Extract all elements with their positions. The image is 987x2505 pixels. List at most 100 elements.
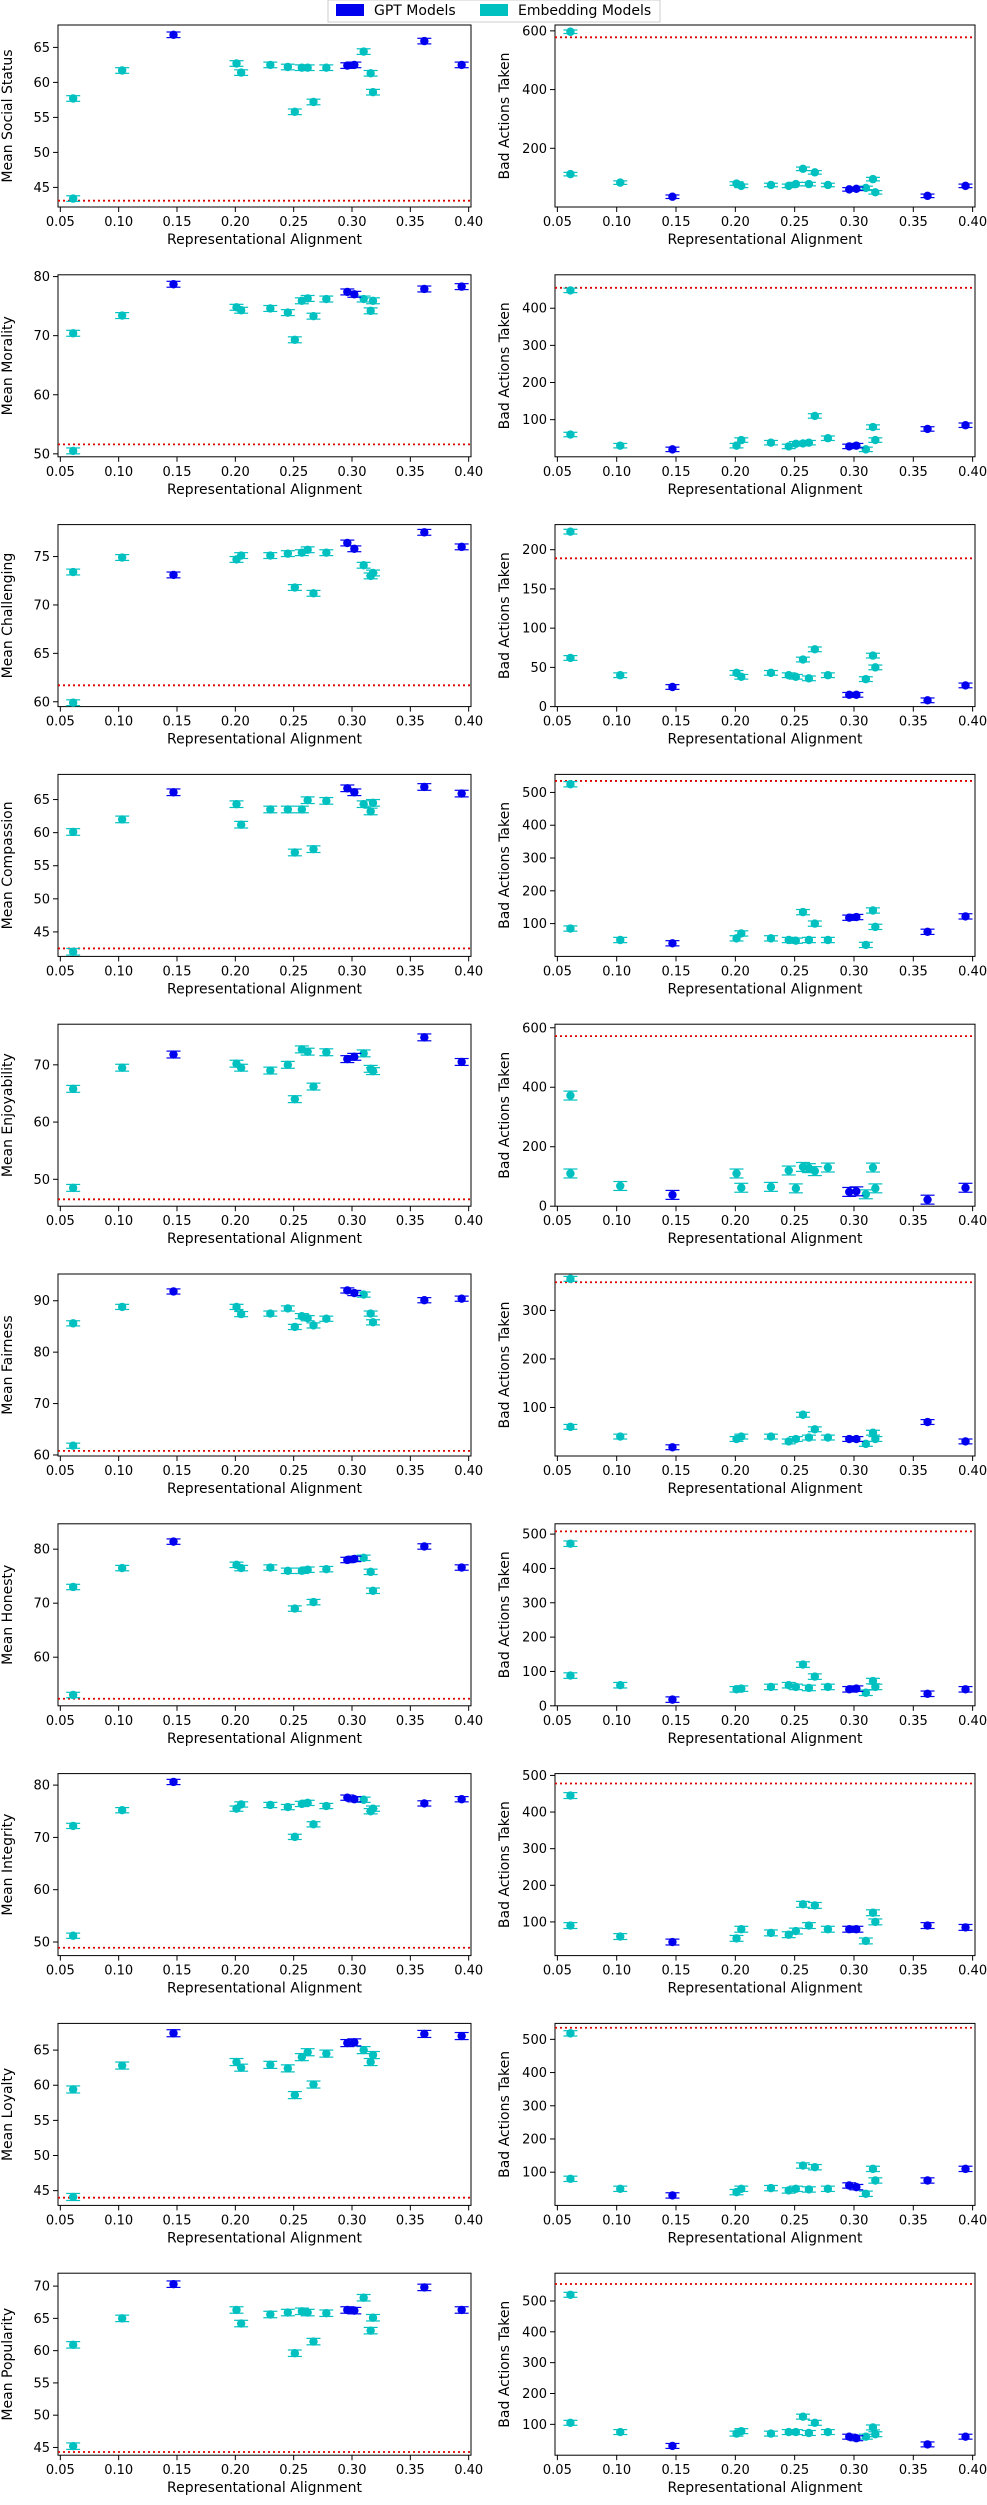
gpt-point (454, 1795, 469, 1804)
x-tick-label: 0.25 (780, 1714, 809, 1729)
point-marker (343, 1054, 352, 1064)
x-tick-label: 0.20 (221, 215, 250, 230)
left-panel-3: 0.05 0.10 0.15 0.20 0.25 0.30 0.35 0.40 Represen… (0, 524, 483, 748)
point-marker (366, 807, 375, 816)
point-marker (350, 2038, 359, 2047)
point-marker (823, 671, 833, 680)
embedding-point (287, 2090, 302, 2100)
embedding-point (820, 935, 835, 945)
point-marker (566, 169, 575, 179)
point-marker (236, 2319, 246, 2328)
point-marker (784, 1166, 793, 1175)
point-marker (804, 2185, 814, 2194)
axes-frame (554, 1523, 976, 1707)
x-tick-label: 0.25 (279, 2463, 308, 2478)
y-axis-label: Bad Actions Taken (497, 1551, 513, 1678)
embedding-point (363, 69, 378, 78)
point-marker (457, 2031, 466, 2041)
embedding-point (306, 1820, 321, 1829)
gpt-point (958, 1685, 973, 1694)
embedding-point (306, 97, 321, 107)
embedding-point (115, 2061, 130, 2070)
embedding-point (319, 294, 334, 304)
embedding-point (66, 1084, 81, 1094)
x-tick-label: 0.40 (958, 215, 987, 230)
point-marker (283, 1060, 293, 1070)
embedding-point (563, 1539, 578, 1548)
gpt-point (920, 1689, 935, 1698)
x-axis-label: Representational Alignment (167, 232, 362, 248)
point-marker (368, 1586, 378, 1595)
point-marker (283, 308, 293, 317)
point-marker (350, 788, 359, 797)
point-marker (266, 805, 275, 814)
point-marker (236, 820, 246, 829)
embedding-point (858, 445, 873, 454)
x-tick-label: 0.10 (104, 465, 133, 480)
x-tick-label: 0.35 (899, 1964, 928, 1979)
point-marker (68, 446, 78, 456)
y-axis-label: Mean Social Status (0, 49, 16, 182)
embedding-point (287, 2349, 302, 2358)
left-panel-2: 0.05 0.10 0.15 0.20 0.25 0.30 0.35 0.40 Represen… (0, 270, 483, 498)
point-marker (737, 181, 746, 191)
gpt-point (166, 2029, 181, 2038)
point-marker (668, 445, 677, 454)
gpt-point (166, 570, 181, 580)
point-marker (350, 2306, 359, 2315)
y-tick-label: 55 (33, 2376, 50, 2391)
embedding-point (115, 553, 130, 562)
x-tick-label: 0.20 (721, 715, 750, 730)
x-tick-label: 0.10 (104, 2463, 133, 2478)
y-tick-label: 70 (33, 1831, 50, 1846)
x-tick-label: 0.35 (899, 964, 928, 979)
embedding-point (613, 1680, 628, 1690)
embedding-point (300, 545, 315, 554)
y-tick-label: 90 (33, 1294, 50, 1309)
point-marker (457, 1795, 466, 1804)
point-marker (236, 1563, 246, 1573)
point-marker (309, 589, 318, 598)
x-tick-label: 0.10 (602, 1714, 631, 1729)
point-marker (861, 183, 871, 193)
y-tick-label: 100 (522, 1915, 547, 1930)
point-marker (566, 1671, 575, 1680)
point-marker (232, 1302, 241, 1312)
point-marker (784, 1680, 793, 1690)
point-marker (169, 2029, 178, 2038)
embedding-point (234, 551, 249, 560)
embedding-point (319, 1314, 334, 1323)
left-panel-10: 0.05 0.10 0.15 0.20 0.25 0.30 0.35 0.40 Represen… (0, 2272, 483, 2496)
point-marker (823, 1433, 833, 1442)
point-marker (798, 2412, 808, 2421)
x-tick-label: 0.05 (543, 1214, 572, 1229)
y-tick-label: 100 (522, 413, 547, 428)
axes-frame (554, 2022, 976, 2206)
gpt-point (920, 1194, 935, 1205)
y-tick-label: 70 (33, 1597, 50, 1612)
point-marker (804, 2428, 814, 2438)
gpt-point (665, 939, 680, 948)
embedding-point (319, 2049, 334, 2058)
gpt-point (417, 284, 432, 294)
point-marker (322, 2309, 331, 2318)
point-marker (68, 1183, 78, 1193)
x-axis-label: Representational Alignment (167, 981, 362, 997)
x-axis-label: Representational Alignment (167, 732, 362, 748)
embedding-point (795, 907, 810, 917)
gpt-point (454, 1057, 469, 1067)
embedding-point (234, 2319, 249, 2328)
point-marker (798, 1660, 808, 1669)
embedding-point (280, 308, 295, 317)
point-marker (283, 549, 293, 558)
y-tick-label: 300 (522, 2356, 547, 2371)
embedding-point (734, 2426, 749, 2436)
point-marker (290, 583, 300, 592)
right-panel-9: 0.05 0.10 0.15 0.20 0.25 0.30 0.35 0.40 Represen… (497, 2022, 987, 2246)
embedding-point (66, 1319, 81, 1328)
point-marker (322, 796, 331, 806)
embedding-point (234, 1063, 249, 1072)
gpt-point (166, 1777, 181, 1787)
point-marker (420, 1799, 429, 1808)
point-marker (350, 544, 359, 554)
